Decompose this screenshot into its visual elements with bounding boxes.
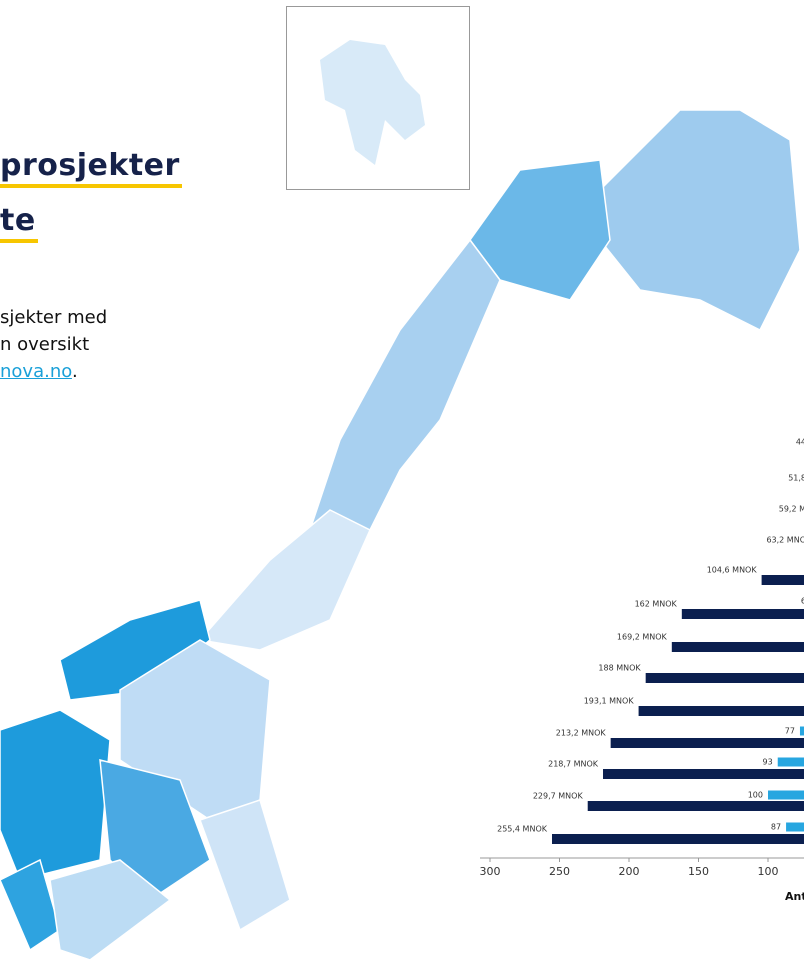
value-label: 188 MNOK (598, 664, 641, 673)
norway-map (0, 109, 801, 961)
region (298, 238, 501, 562)
punctuation: . (71, 361, 78, 382)
link[interactable]: nova.no (0, 361, 72, 382)
value-label: 229,7 MNOK (533, 792, 584, 801)
region (99, 759, 211, 901)
value-label: 100 (748, 791, 763, 800)
region (199, 799, 291, 932)
x-axis-label: Ant (785, 890, 804, 903)
value-label: 162 MNOK (635, 600, 678, 609)
value-label: 59,2 M (779, 505, 804, 514)
region (198, 509, 371, 651)
value-label: 255,4 MNOK (497, 825, 548, 834)
bar (786, 822, 804, 832)
bar (681, 609, 804, 619)
region (59, 599, 211, 701)
heading-line: prosjekter (0, 148, 182, 188)
value-label: 218,7 MNOK (548, 760, 599, 769)
value-label: 51,8 (788, 474, 804, 483)
value-label: 93 (763, 758, 773, 767)
x-tick-label: 300 (480, 865, 501, 878)
value-label: 6 (801, 597, 804, 606)
bar (645, 673, 804, 683)
value-label: 213,2 MNOK (556, 729, 607, 738)
svalbard (320, 40, 425, 165)
x-tick-label: 100 (758, 865, 779, 878)
bar (761, 575, 804, 585)
value-label: 193,1 MNOK (584, 697, 635, 706)
value-label: 63,2 MNO (766, 536, 804, 545)
region (599, 109, 801, 332)
value-label: 104,6 MNOK (707, 566, 758, 575)
bar (777, 757, 804, 767)
bar (799, 726, 804, 736)
heading-line: te (0, 203, 38, 243)
x-tick-label: 200 (619, 865, 640, 878)
bar (768, 790, 804, 800)
x-tick-label: 150 (688, 865, 709, 878)
body-line: sjekter med (0, 307, 108, 328)
bar (551, 834, 804, 844)
region (0, 858, 61, 952)
bar (603, 769, 804, 779)
bar (671, 642, 804, 652)
bar (610, 738, 804, 748)
body-line: nova.no. (0, 358, 78, 385)
region (0, 709, 111, 881)
bar (638, 706, 804, 716)
bar (587, 801, 804, 811)
x-tick-label: 250 (549, 865, 570, 878)
value-label: 77 (785, 727, 795, 736)
body-line: n oversikt (0, 334, 90, 355)
value-label: 169,2 MNOK (617, 633, 668, 642)
region (49, 859, 172, 961)
value-label: 44 (796, 438, 804, 447)
value-label: 87 (771, 823, 781, 832)
bar-chart: 300 250 200 150 100 Ant 44 51,8 59,2 M 63,2 MNO 10… (480, 438, 804, 903)
